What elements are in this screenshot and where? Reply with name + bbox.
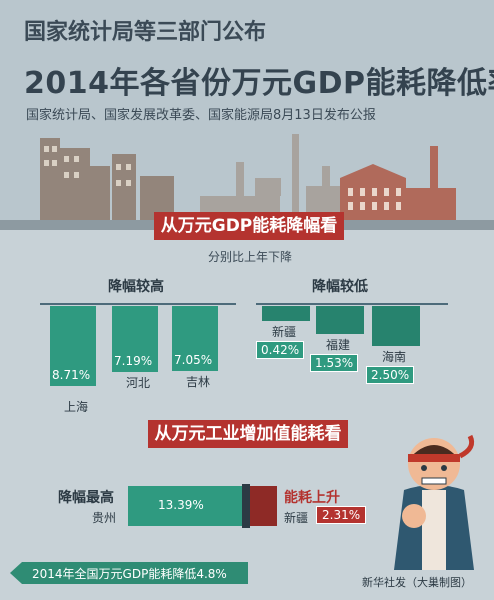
value-label-low-0: 0.42% (256, 341, 305, 360)
bar-xinjiang (250, 486, 277, 526)
category-label-high-0: 上海 (64, 400, 89, 414)
value-label-guizhou: 13.39% (158, 498, 204, 512)
category-label-high-2: 吉林 (186, 374, 211, 389)
bar-high-2 (172, 306, 218, 371)
high-group-label: 降幅较高 (108, 279, 164, 295)
bar-guizhou-cap (242, 484, 250, 528)
bar-low-0 (262, 306, 310, 322)
category-label-low-1: 福建 (326, 338, 351, 353)
title-line1: 国家统计局等三部门公布 (24, 20, 267, 45)
bar-guizhou (128, 486, 248, 526)
footer-summary-bar (10, 562, 248, 584)
category-label-xinjiang: 新疆 (284, 511, 309, 525)
low-group-label: 降幅较低 (312, 279, 368, 295)
low-group-line (256, 303, 448, 305)
subtitle: 国家统计局、国家发展改革委、国家能源局8月13日发布公报 (26, 108, 376, 123)
title-line2: 2014年各省份万元GDP能耗降低率 (24, 66, 494, 101)
credit-text: 新华社发（大巢制图） (362, 576, 472, 589)
category-label-low-2: 海南 (382, 350, 407, 364)
footer-summary: 2014年全国万元GDP能耗降低4.8% (32, 567, 227, 581)
value-label-low-2: 2.50% (366, 366, 415, 384)
value-label-low-1: 1.53% (310, 354, 359, 373)
category-label-low-0: 新疆 (272, 325, 297, 340)
category-label-high-1: 河北 (126, 376, 151, 391)
high-group-line (40, 303, 236, 305)
bar-high-1 (112, 306, 158, 373)
worker-character-illustration (394, 434, 475, 570)
value-label-high-0: 8.71% (52, 368, 91, 382)
bar-high-0 (50, 306, 96, 386)
value-label-xinjiang: 2.31% (316, 506, 367, 524)
bar-low-2 (372, 306, 420, 346)
bar-low-1 (316, 306, 364, 335)
section1-note: 分别比上年下降 (208, 250, 293, 264)
category-label-guizhou: 贵州 (92, 511, 117, 525)
value-label-high-2: 7.05% (174, 352, 213, 367)
highest-drop-label: 降幅最高 (58, 490, 114, 506)
value-label-high-1: 7.19% (114, 354, 153, 369)
section1-banner: 从万元GDP能耗降幅看 (142, 212, 356, 244)
energy-rise-label: 能耗上升 (284, 490, 340, 506)
section2-banner: 从万元工业增加值能耗看 (136, 420, 360, 452)
